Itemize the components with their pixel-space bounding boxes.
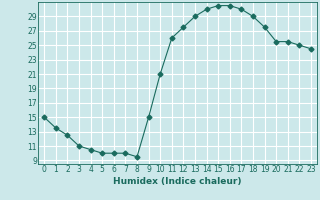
- X-axis label: Humidex (Indice chaleur): Humidex (Indice chaleur): [113, 177, 242, 186]
